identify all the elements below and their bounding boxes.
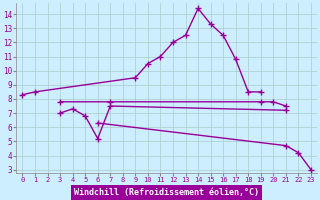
X-axis label: Windchill (Refroidissement éolien,°C): Windchill (Refroidissement éolien,°C) (74, 188, 259, 197)
